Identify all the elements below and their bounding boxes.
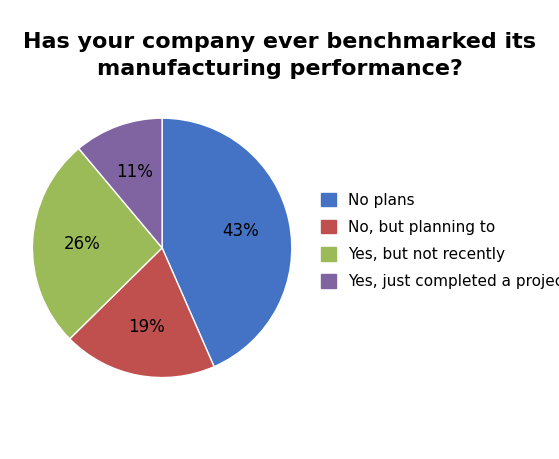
- Text: Has your company ever benchmarked its
manufacturing performance?: Has your company ever benchmarked its ma…: [23, 32, 536, 78]
- Wedge shape: [79, 118, 162, 248]
- Text: 19%: 19%: [129, 318, 165, 336]
- Wedge shape: [162, 118, 292, 367]
- Text: 11%: 11%: [116, 163, 153, 181]
- Wedge shape: [70, 248, 214, 378]
- Text: 43%: 43%: [222, 223, 259, 241]
- Legend: No plans, No, but planning to, Yes, but not recently, Yes, just completed a proj: No plans, No, but planning to, Yes, but …: [321, 192, 559, 290]
- Text: 26%: 26%: [63, 235, 100, 253]
- Wedge shape: [32, 149, 162, 339]
